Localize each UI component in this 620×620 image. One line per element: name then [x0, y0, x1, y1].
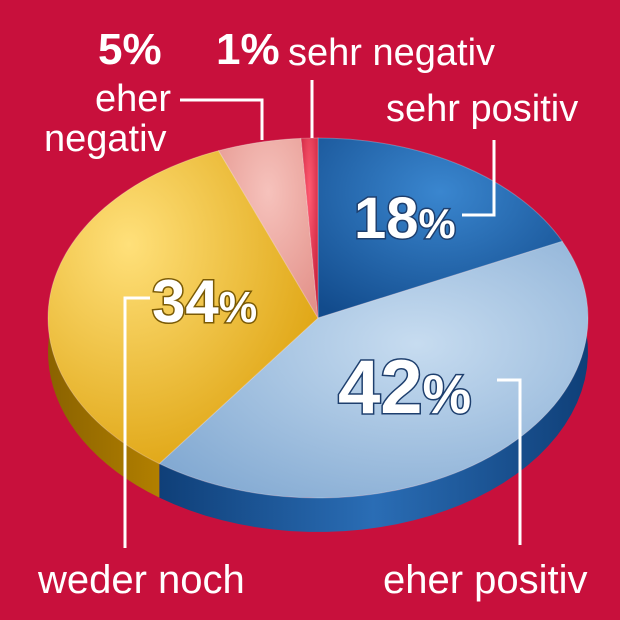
pie-slice-side-eher-positiv: [159, 241, 588, 532]
label-eher-negativ-line2: negativ: [44, 118, 167, 160]
label-pct-1: 1%: [216, 25, 280, 74]
pct-18-sign: %: [417, 200, 457, 247]
pie-slice-eher-positiv: [158, 240, 589, 499]
pct-34-number: 34: [151, 268, 221, 335]
leader-line-eher-negativ: [180, 98, 264, 140]
label-pct-42: 42%: [337, 348, 473, 427]
pct-42-number: 42: [337, 345, 425, 430]
label-pct-5: 5%: [98, 25, 162, 74]
label-weder-noch: weder noch: [38, 558, 245, 602]
label-pct-34: 34%: [151, 270, 259, 333]
label-sehr-negativ: sehr negativ: [288, 32, 496, 74]
pct-42-sign: %: [421, 363, 473, 425]
leader-line-weder-noch: [123, 296, 150, 548]
label-eher-negativ-line1: eher: [95, 78, 172, 120]
pie-slice-sehr-positiv: [317, 137, 564, 319]
label-pct-18: 18%: [353, 188, 458, 249]
leader-line-eher-positiv: [497, 378, 522, 545]
pct-18-number: 18: [353, 186, 420, 251]
leader-line-sehr-positiv: [462, 140, 496, 217]
pie-slice-eher-negativ: [217, 137, 319, 319]
pie-slice-sehr-negativ: [300, 137, 319, 319]
pct-34-sign: %: [217, 284, 258, 332]
label-sehr-positiv: sehr positiv: [386, 88, 579, 130]
pie-slice-weder-noch: [47, 150, 319, 465]
label-eher-positiv: eher positiv: [383, 558, 588, 602]
